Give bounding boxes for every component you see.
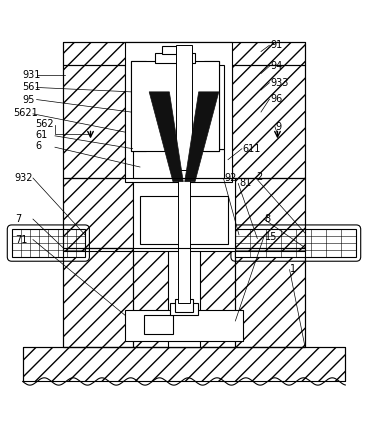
Bar (131, 61, 219, 151)
Bar (176, 45, 192, 170)
Bar (175, 299, 193, 312)
Bar (204, 61, 219, 151)
Text: 931: 931 (22, 70, 40, 80)
Bar (12, 230, 85, 257)
Text: 7: 7 (15, 214, 22, 224)
Polygon shape (185, 92, 219, 182)
Text: 933: 933 (270, 78, 289, 87)
Bar (63, 65, 125, 178)
Text: 91: 91 (270, 40, 282, 50)
Text: 92: 92 (224, 173, 237, 183)
Text: 61: 61 (36, 130, 48, 140)
Text: 94: 94 (270, 61, 282, 71)
Text: 15: 15 (265, 232, 277, 242)
Text: 562: 562 (36, 119, 54, 129)
Text: 95: 95 (22, 95, 34, 104)
Text: 9: 9 (276, 122, 282, 132)
Bar (167, 248, 201, 347)
Bar (133, 248, 235, 347)
Text: 8: 8 (265, 214, 271, 224)
Text: 932: 932 (15, 173, 33, 183)
Bar (232, 65, 305, 178)
Bar (133, 178, 235, 251)
Bar (131, 61, 145, 151)
Bar (235, 178, 305, 251)
Bar (133, 149, 224, 178)
Bar (235, 248, 305, 347)
Bar (140, 196, 228, 244)
Bar (63, 42, 305, 65)
Text: 96: 96 (270, 94, 282, 104)
Bar (162, 46, 188, 54)
Bar (144, 316, 173, 334)
Text: 71: 71 (15, 234, 28, 245)
Bar (23, 347, 345, 381)
Text: 1: 1 (290, 264, 297, 274)
Text: 561: 561 (22, 83, 40, 92)
Bar (170, 303, 198, 316)
Bar (63, 178, 133, 251)
Bar (63, 248, 133, 347)
Text: 6: 6 (36, 142, 42, 151)
Text: 5621: 5621 (14, 108, 38, 118)
Text: 611: 611 (243, 144, 261, 154)
Bar (125, 310, 243, 341)
Polygon shape (149, 92, 183, 182)
Text: 81: 81 (239, 178, 251, 188)
Bar (133, 65, 224, 150)
Bar (235, 230, 356, 257)
Bar (125, 42, 232, 182)
Text: 2: 2 (256, 172, 263, 182)
Bar (178, 178, 190, 303)
Bar (155, 53, 195, 63)
